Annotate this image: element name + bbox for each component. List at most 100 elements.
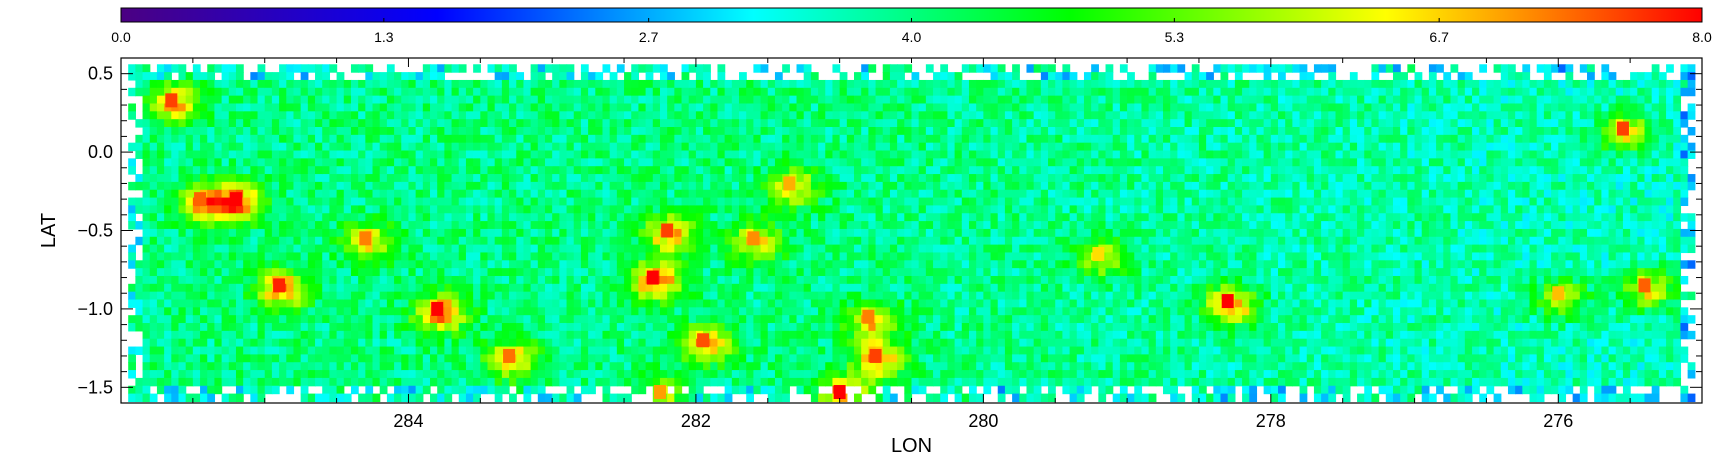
heatmap-cell <box>164 323 172 332</box>
heatmap-cell <box>329 346 338 355</box>
heatmap-cell <box>695 393 704 403</box>
heatmap-cell <box>954 181 963 191</box>
heatmap-cell <box>638 307 647 316</box>
heatmap-cell <box>293 166 302 175</box>
heatmap-cell <box>990 150 999 159</box>
heatmap-cell <box>156 213 165 222</box>
heatmap-cell <box>444 393 453 403</box>
heatmap-cell <box>710 393 719 403</box>
heatmap-cell <box>559 64 568 73</box>
heatmap-cell <box>501 134 510 144</box>
heatmap-cell <box>947 213 956 222</box>
heatmap-cell <box>401 385 410 395</box>
heatmap-cell <box>422 205 431 214</box>
heatmap-cell <box>530 236 539 246</box>
heatmap-cell <box>947 221 956 230</box>
heatmap-cell <box>940 362 949 371</box>
heatmap-cell <box>925 127 934 136</box>
heatmap-cell <box>580 64 589 73</box>
heatmap-cell <box>185 213 194 222</box>
heatmap-cell <box>746 174 754 183</box>
heatmap-cell <box>264 150 273 159</box>
heatmap-cell <box>300 275 309 285</box>
heatmap-cell <box>473 127 481 136</box>
heatmap-cell <box>839 95 848 105</box>
heatmap-cell <box>674 377 683 387</box>
heatmap-cell <box>487 307 496 316</box>
heatmap-cell <box>767 181 776 191</box>
heatmap-cell <box>358 103 366 112</box>
heatmap-cell <box>803 127 812 136</box>
heatmap-cell <box>580 268 589 277</box>
heatmap-cell <box>509 111 517 120</box>
heatmap-cell <box>250 111 259 120</box>
heatmap-cell <box>473 111 481 120</box>
heatmap-cell <box>207 95 216 105</box>
heatmap-cell <box>552 228 560 238</box>
heatmap-cell <box>854 166 862 175</box>
heatmap-cell <box>947 252 956 261</box>
heatmap-cell <box>221 103 230 112</box>
heatmap-cell <box>753 181 762 191</box>
heatmap-cell <box>545 103 553 112</box>
heatmap-cell <box>537 330 546 340</box>
heatmap-cell <box>588 79 596 89</box>
heatmap-cell <box>904 189 913 199</box>
heatmap-cell <box>854 95 862 105</box>
heatmap-cell <box>724 377 733 387</box>
heatmap-cell <box>609 142 618 152</box>
heatmap-cell <box>774 252 783 261</box>
heatmap-cell <box>710 228 719 238</box>
heatmap-cell <box>925 393 934 403</box>
heatmap-cell <box>156 307 165 316</box>
heatmap-cell <box>437 221 445 230</box>
heatmap-cell <box>825 323 834 332</box>
heatmap-cell <box>386 377 395 387</box>
heatmap-cell <box>307 181 316 191</box>
heatmap-cell <box>286 205 295 214</box>
heatmap-cell <box>652 330 661 340</box>
heatmap-cell <box>329 79 338 89</box>
heatmap-cell <box>164 127 172 136</box>
heatmap-cell <box>487 377 496 387</box>
heatmap-cell <box>192 87 201 97</box>
heatmap-cell <box>315 72 323 81</box>
heatmap-cell <box>350 268 359 277</box>
heatmap-cell <box>257 79 266 89</box>
heatmap-cell <box>933 127 941 136</box>
heatmap-cell <box>350 87 359 97</box>
heatmap-cell <box>523 205 532 214</box>
heatmap-cell <box>437 127 445 136</box>
heatmap-cell <box>983 79 992 89</box>
heatmap-cell <box>882 119 891 128</box>
heatmap-cell <box>228 103 237 112</box>
heatmap-cell <box>760 221 769 230</box>
heatmap-cell <box>882 142 891 152</box>
heatmap-cell <box>494 111 503 120</box>
heatmap-cell <box>746 338 754 348</box>
heatmap-cell <box>537 197 546 207</box>
heatmap-cell <box>731 150 740 159</box>
heatmap-cell <box>652 291 661 301</box>
heatmap-cell <box>192 181 201 191</box>
heatmap-cell <box>638 111 647 120</box>
heatmap-cell <box>868 197 877 207</box>
heatmap-cell <box>782 315 790 324</box>
heatmap-cell <box>494 252 503 261</box>
heatmap-cell <box>990 127 999 136</box>
heatmap-cell <box>724 393 733 403</box>
heatmap-cell <box>674 181 683 191</box>
heatmap-cell <box>904 354 913 363</box>
heatmap-cell <box>386 252 395 261</box>
heatmap-cell <box>235 150 244 159</box>
heatmap-cell <box>616 181 625 191</box>
heatmap-cell <box>703 95 711 105</box>
heatmap-cell <box>739 307 747 316</box>
heatmap-cell <box>602 166 611 175</box>
heatmap-cell <box>192 291 201 301</box>
heatmap-cell <box>875 79 884 89</box>
heatmap-cell <box>825 103 834 112</box>
heatmap-cell <box>401 189 410 199</box>
heatmap-cell <box>832 64 841 73</box>
heatmap-cell <box>473 174 481 183</box>
